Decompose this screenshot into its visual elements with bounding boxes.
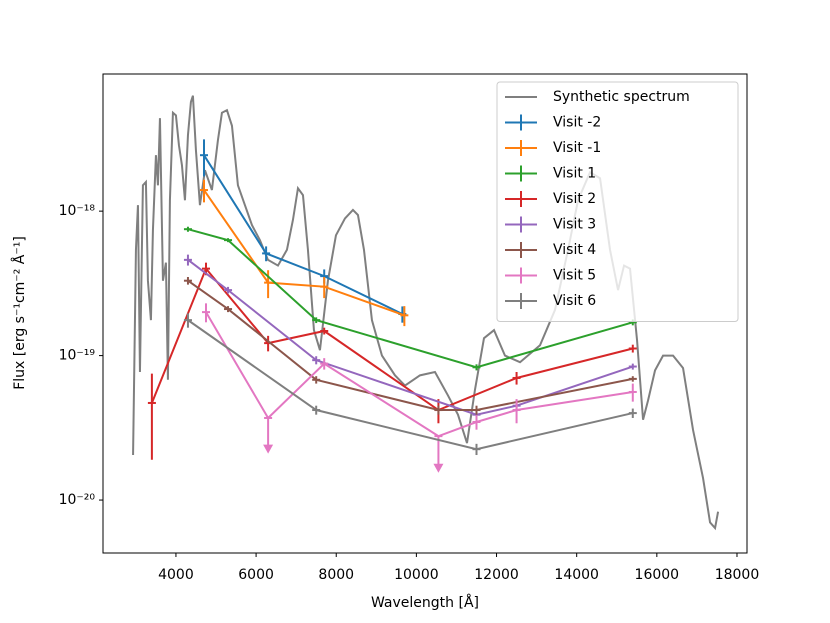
x-tick-label: 6000 [238,567,274,583]
legend-label: Visit 3 [553,217,596,233]
legend-box [496,81,739,322]
x-tick-label: 8000 [318,567,354,583]
legend-label: Synthetic spectrum [553,89,690,105]
x-tick-label: 18000 [715,567,760,583]
y-tick-label: 10⁻¹⁸ [59,203,96,219]
y-tick-label: 10⁻¹⁹ [59,348,96,364]
legend-label: Visit 6 [553,293,596,309]
x-tick-label: 14000 [554,567,599,583]
x-tick-label: 4000 [158,567,194,583]
series-line [203,154,403,315]
upper-limit-arrow [433,463,444,473]
legend-label: Visit 1 [553,166,596,182]
x-tick-label: 16000 [635,567,680,583]
series-line [187,319,634,451]
x-axis-label: Wavelength [Å] [371,594,479,611]
legend-label: Visit 2 [553,191,596,207]
x-tick-label: 10000 [394,567,439,583]
y-tick-label: 10⁻²⁰ [59,492,96,508]
plot-area [132,95,720,531]
legend: Synthetic spectrum Visit -2 Visit -1 Visit … [496,81,739,322]
y-axis-label: Flux [erg s⁻¹cm⁻² Å⁻¹] [11,236,28,390]
upper-limit-arrow [263,444,274,454]
axes-frame [102,73,748,554]
x-tick-label: 12000 [474,567,519,583]
series-line [203,189,405,317]
legend-label: Visit -1 [553,140,601,156]
series-line [187,279,633,412]
legend-label: Visit 4 [553,242,596,258]
legend-label: Visit -2 [553,115,601,131]
legend-label: Visit 5 [553,268,596,284]
